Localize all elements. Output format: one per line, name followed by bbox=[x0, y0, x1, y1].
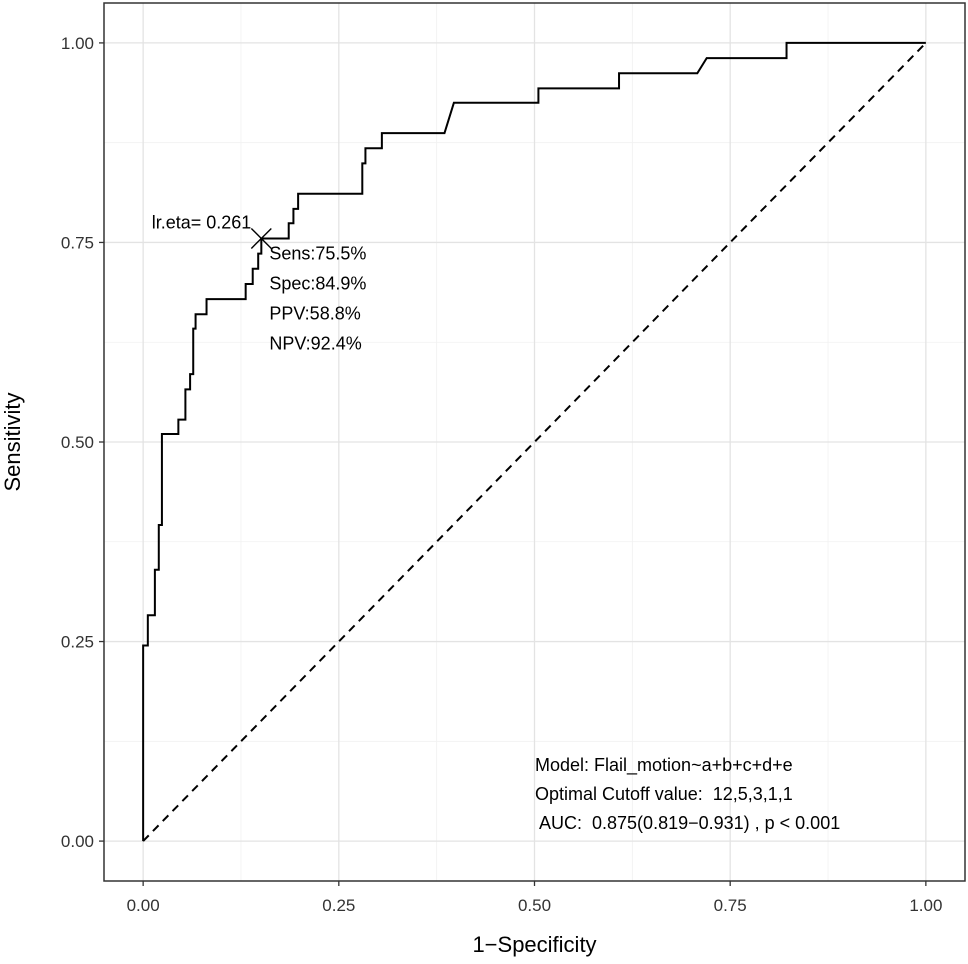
y-tick-label: 0.50 bbox=[61, 433, 94, 452]
x-tick-label: 0.25 bbox=[322, 896, 355, 915]
model-annotation: Optimal Cutoff value: 12,5,3,1,1 bbox=[535, 784, 793, 804]
y-tick-label: 0.25 bbox=[61, 633, 94, 652]
grid-lines bbox=[104, 3, 965, 881]
cutoff-marker-group: lr.eta= 0.261 Sens:75.5% Spec:84.9% PPV:58.… bbox=[152, 212, 367, 353]
x-tick-label: 1.00 bbox=[909, 896, 942, 915]
annotations-group: Model: Flail_motion~a+b+c+d+e Optimal Cut… bbox=[535, 755, 840, 833]
cutoff-cross-marker bbox=[250, 227, 272, 249]
cutoff-stat-label: NPV:92.4% bbox=[269, 333, 361, 353]
y-axis-title: Sensitivity bbox=[0, 392, 25, 491]
x-tick-label: 0.00 bbox=[127, 896, 160, 915]
cutoff-stat-label: Sens:75.5% bbox=[269, 243, 366, 263]
x-tick-label: 0.50 bbox=[518, 896, 551, 915]
cutoff-threshold-label: lr.eta= 0.261 bbox=[152, 212, 252, 232]
x-axis-title: 1−Specificity bbox=[472, 932, 596, 957]
y-tick-label: 0.75 bbox=[61, 233, 94, 252]
cutoff-stat-label: PPV:58.8% bbox=[269, 303, 360, 323]
roc-curve-line bbox=[142, 41, 926, 842]
model-annotation: AUC: 0.875(0.819−0.931) , p < 0.001 bbox=[535, 813, 840, 833]
model-annotation: Model: Flail_motion~a+b+c+d+e bbox=[535, 755, 793, 776]
x-tick-label: 0.75 bbox=[714, 896, 747, 915]
series-layer bbox=[142, 41, 927, 842]
axis-ticks: 0.00 0.25 0.50 0.75 1.00 0.00 0.25 0.50 0.75 1.00 bbox=[61, 34, 943, 915]
reference-diagonal-line bbox=[142, 42, 927, 842]
y-tick-label: 0.00 bbox=[61, 832, 94, 851]
cutoff-stat-label: Spec:84.9% bbox=[269, 273, 366, 293]
y-tick-label: 1.00 bbox=[61, 34, 94, 53]
